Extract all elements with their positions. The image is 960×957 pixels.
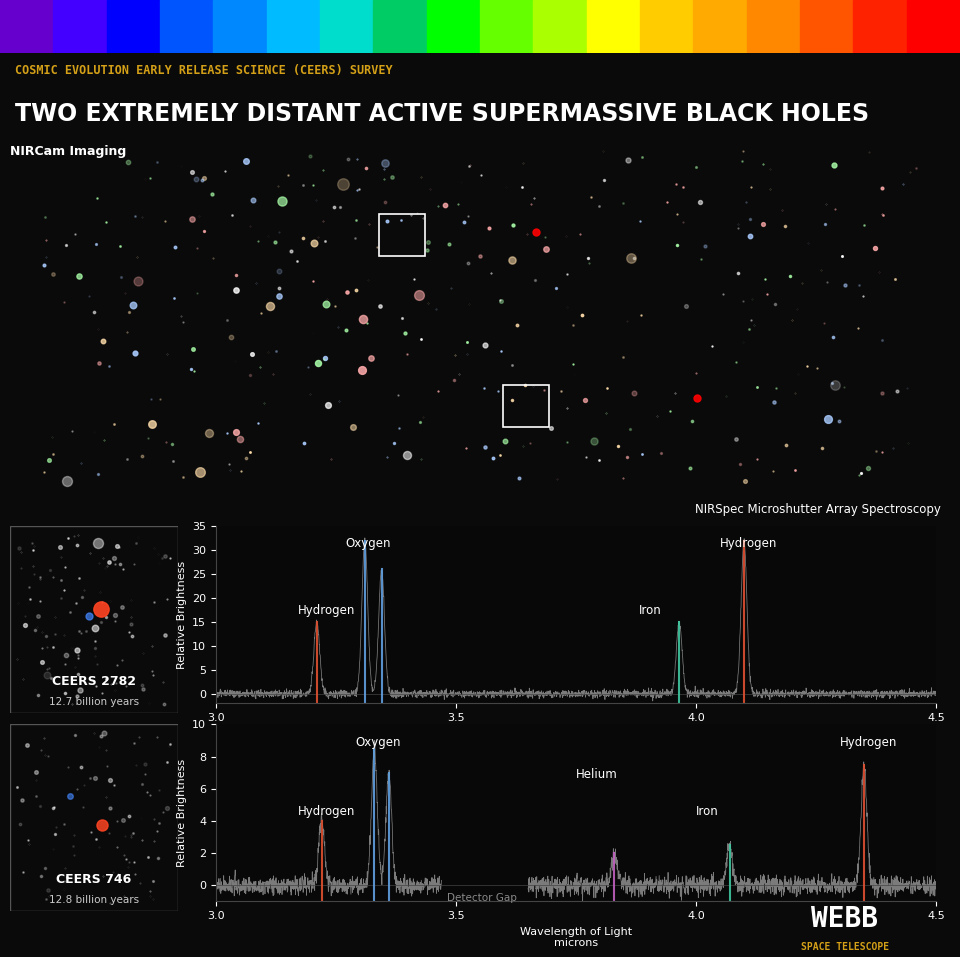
Text: SPACE TELESCOPE: SPACE TELESCOPE — [801, 942, 889, 952]
Text: 12.7 billion years: 12.7 billion years — [49, 697, 138, 707]
Bar — [587, 0, 640, 53]
Text: Iron: Iron — [696, 805, 719, 818]
Bar — [747, 0, 800, 53]
Text: Detector Gap: Detector Gap — [447, 893, 517, 902]
Bar — [503, 385, 549, 427]
Bar — [906, 0, 960, 53]
Bar — [480, 0, 534, 53]
Text: Oxygen: Oxygen — [355, 736, 400, 748]
Text: Oxygen: Oxygen — [346, 537, 391, 550]
X-axis label: Wavelength of Light
microns: Wavelength of Light microns — [520, 728, 632, 750]
Text: Hydrogen: Hydrogen — [298, 604, 355, 617]
Bar — [213, 0, 267, 53]
Text: Hydrogen: Hydrogen — [720, 537, 778, 550]
Text: NIRCam Imaging: NIRCam Imaging — [10, 145, 126, 158]
Bar — [640, 0, 693, 53]
Y-axis label: Relative Brightness: Relative Brightness — [177, 561, 186, 669]
Text: Hydrogen: Hydrogen — [840, 736, 898, 748]
Text: CEERS 746: CEERS 746 — [56, 873, 132, 886]
X-axis label: Wavelength of Light
microns: Wavelength of Light microns — [520, 926, 632, 948]
Text: CEERS 2782: CEERS 2782 — [52, 675, 135, 688]
Bar — [534, 0, 587, 53]
Bar — [373, 0, 426, 53]
Bar — [693, 0, 747, 53]
Bar — [426, 0, 480, 53]
Text: COSMIC EVOLUTION EARLY RELEASE SCIENCE (CEERS) SURVEY: COSMIC EVOLUTION EARLY RELEASE SCIENCE (… — [15, 64, 393, 77]
Text: Iron: Iron — [638, 604, 661, 617]
Bar — [800, 0, 853, 53]
Text: 12.8 billion years: 12.8 billion years — [49, 895, 138, 905]
Text: WEBB: WEBB — [811, 905, 878, 933]
Bar — [853, 0, 906, 53]
Bar — [379, 214, 425, 256]
Text: TWO EXTREMELY DISTANT ACTIVE SUPERMASSIVE BLACK HOLES: TWO EXTREMELY DISTANT ACTIVE SUPERMASSIV… — [15, 101, 870, 125]
Bar — [267, 0, 320, 53]
Bar — [0, 0, 54, 53]
Text: Hydrogen: Hydrogen — [298, 805, 355, 818]
Bar — [54, 0, 107, 53]
Bar — [107, 0, 160, 53]
Y-axis label: Relative Brightness: Relative Brightness — [177, 759, 187, 867]
Bar — [320, 0, 373, 53]
Bar — [160, 0, 213, 53]
Text: NIRSpec Microshutter Array Spectroscopy: NIRSpec Microshutter Array Spectroscopy — [695, 503, 941, 516]
Text: Helium: Helium — [576, 768, 617, 781]
